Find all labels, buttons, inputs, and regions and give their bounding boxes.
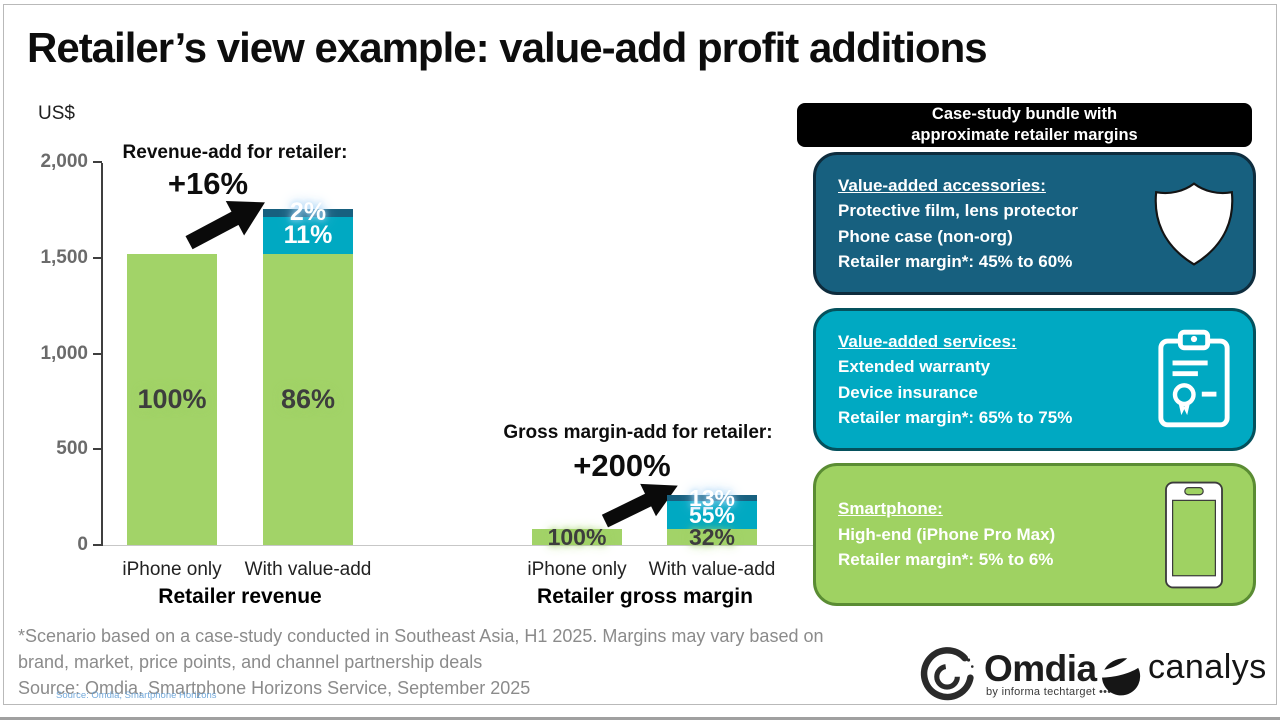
y-axis-tick (93, 161, 102, 163)
certificate-icon (1158, 329, 1230, 427)
card-services-line2: Device insurance (838, 382, 978, 402)
card-smartphone: Smartphone: High-end (iPhone Pro Max) Re… (813, 463, 1256, 606)
screen-bottom-edge (0, 717, 1280, 720)
y-axis-tick (93, 544, 102, 546)
bar-segment-accessories (667, 495, 757, 502)
card-services-line1: Extended warranty (838, 357, 991, 376)
card-accessories-line1: Protective film, lens protector (838, 201, 1078, 220)
shield-icon (1154, 181, 1234, 266)
page-title: Retailer’s view example: value-add profi… (27, 24, 988, 71)
annotation-margin-add-value: +200% (573, 448, 671, 483)
card-services: Value-added services: Extended warranty … (813, 308, 1256, 451)
category-label: With value-add (648, 559, 776, 580)
y-tick-label: 2,000 (40, 151, 88, 172)
footnote-line1: *Scenario based on a case-study conducte… (18, 626, 824, 646)
card-accessories-line2: Phone case (non-org) (838, 226, 1013, 246)
bar-segment-smartphone (263, 253, 353, 545)
bar-segment-accessories (263, 209, 353, 217)
category-label: With value-add (244, 559, 372, 580)
panel-header-line1: Case-study bundle with (931, 105, 1118, 123)
increase-arrow-margin (601, 483, 678, 528)
bar-segment-services (263, 216, 353, 254)
card-services-title: Value-added services: (838, 331, 1017, 351)
category-label: iPhone only (527, 559, 627, 580)
annotation-revenue-add-value: +16% (167, 166, 249, 201)
y-tick-label: 500 (56, 438, 88, 460)
y-axis-tick (93, 352, 102, 355)
increase-arrow-revenue (185, 201, 265, 250)
bar-segment-services (667, 501, 757, 529)
y-axis-line (101, 163, 103, 546)
y-tick-label: 1,500 (40, 246, 88, 268)
y-axis-unit-label: US$ (38, 103, 75, 124)
category-label: iPhone only (122, 559, 222, 580)
smartphone-icon (1165, 481, 1223, 588)
annotation-revenue-add-label: Revenue-add for retailer: (122, 142, 348, 163)
card-services-line3: Retailer margin*: 65% to 75% (838, 408, 1073, 427)
canalys-logo-text: canalys (1148, 648, 1267, 686)
footnote-line2: brand, market, price points, and channel… (18, 652, 483, 672)
bar-segment-smartphone (127, 253, 217, 545)
y-tick-label: 1,000 (40, 342, 88, 364)
card-smartphone-title: Smartphone: (838, 499, 943, 519)
card-accessories-title: Value-added accessories: (838, 175, 1046, 195)
annotation-margin-add-label: Gross margin-add for retailer: (503, 422, 773, 443)
canalys-logo-icon (1102, 658, 1141, 696)
bar-segment-smartphone (667, 528, 757, 545)
group-title: Retailer revenue (158, 585, 322, 608)
card-smartphone-line2: Retailer margin*: 5% to 6% (838, 550, 1054, 570)
x-axis-baseline (103, 545, 1080, 546)
y-axis-tick (93, 256, 102, 259)
y-tick-label: 0 (77, 534, 88, 555)
card-smartphone-line1: High-end (iPhone Pro Max) (838, 524, 1056, 544)
group-title: Retailer gross margin (537, 585, 753, 608)
panel-header: Case-study bundle with approximate retai… (797, 103, 1252, 147)
source-line: Source: Omdia, Smartphone Horizons Servi… (18, 678, 531, 698)
omdia-logo-icon (920, 647, 974, 701)
y-axis-tick (93, 448, 102, 451)
omdia-logo-subtext: by informa techtarget ••• (986, 686, 1112, 698)
card-accessories-line3: Retailer margin*: 45% to 60% (838, 252, 1073, 271)
source-ghost-text: Source: Omdia, Smartphone Horizons (56, 690, 217, 701)
bar-segment-smartphone (532, 528, 622, 545)
card-accessories: Value-added accessories: Protective film… (813, 152, 1256, 295)
panel-header-line2: approximate retailer margins (911, 126, 1138, 144)
omdia-logo-text: Omdia (984, 648, 1097, 689)
